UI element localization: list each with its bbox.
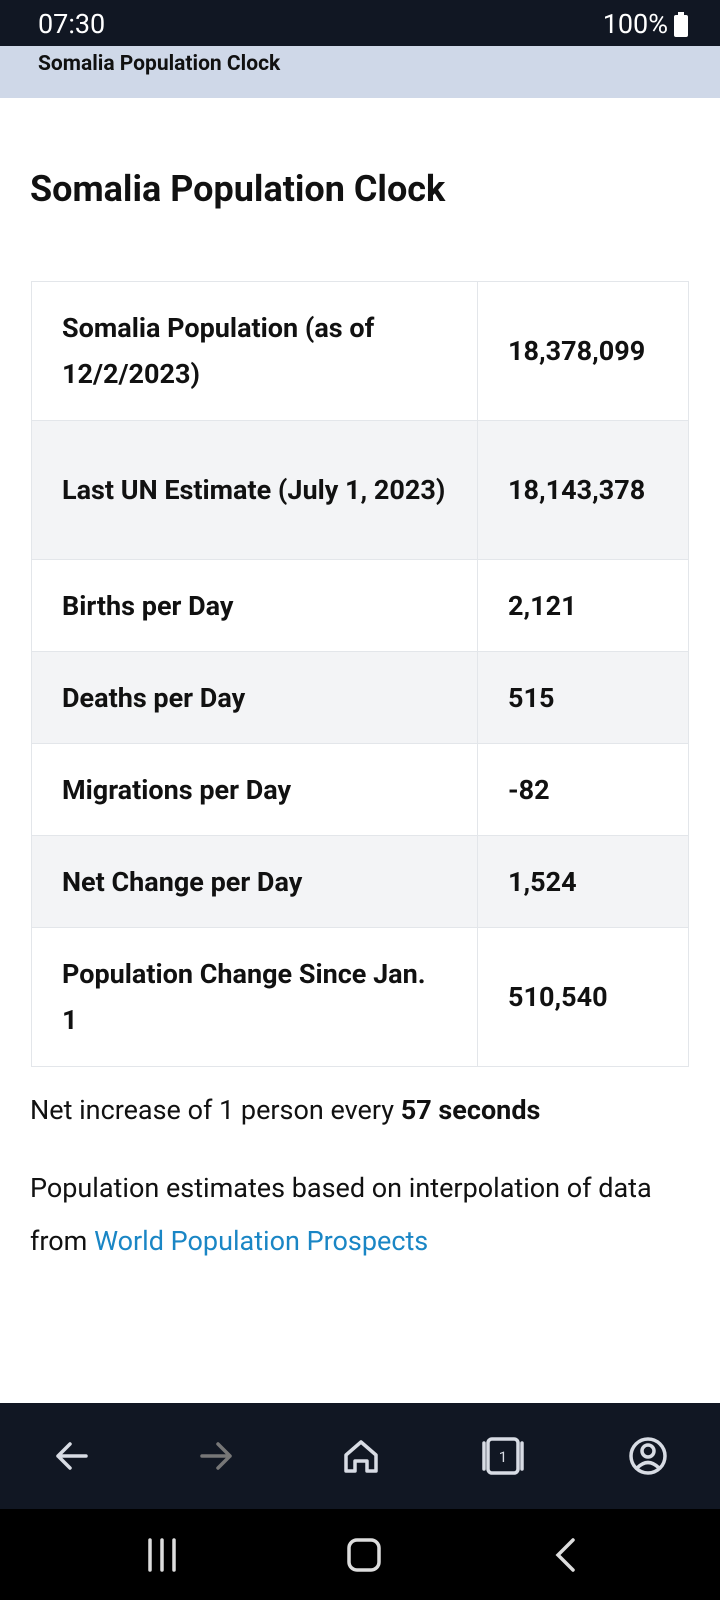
rate-value: 57 seconds — [400, 1094, 541, 1126]
clock: 07:30 — [38, 8, 106, 40]
table-row: Deaths per Day 515 — [31, 651, 689, 744]
home-nav-button[interactable] — [347, 1538, 381, 1572]
row-label: Population Change Since Jan. 1 — [31, 927, 478, 1067]
header-title: Somalia Population Clock — [38, 52, 281, 76]
row-value: 2,121 — [477, 559, 689, 652]
row-label: Deaths per Day — [31, 651, 478, 744]
population-table: Somalia Population (as of 12/2/2023) 18,3… — [31, 281, 689, 1067]
back-button[interactable] — [56, 1442, 88, 1470]
row-label: Births per Day — [31, 559, 478, 652]
tab-count: 1 — [499, 1448, 507, 1466]
row-label: Somalia Population (as of 12/2/2023) — [31, 281, 478, 421]
table-row: Births per Day 2,121 — [31, 559, 689, 652]
row-value: 18,378,099 — [477, 281, 689, 421]
account-button[interactable] — [629, 1437, 667, 1475]
rate-note: Net increase of 1 person every 57 second… — [30, 1084, 670, 1137]
heading: Somalia Population Clock — [30, 168, 446, 210]
home-button[interactable] — [344, 1440, 378, 1473]
status-bar: 07:30 100% — [0, 0, 720, 46]
browser-icons: 1 — [56, 1437, 667, 1475]
row-label: Migrations per Day — [31, 743, 478, 836]
table-row: Somalia Population (as of 12/2/2023) 18,3… — [31, 281, 689, 421]
system-icons — [148, 1538, 575, 1572]
page-header: Somalia Population Clock — [0, 46, 720, 98]
table-row: Net Change per Day 1,524 — [31, 835, 689, 928]
battery-level: 100% — [602, 8, 668, 40]
row-value: 18,143,378 — [477, 420, 689, 560]
row-value: 510,540 — [477, 927, 689, 1067]
rate-text: Net increase of 1 person every — [30, 1094, 395, 1126]
row-value: 515 — [477, 651, 689, 744]
system-nav — [0, 1509, 720, 1600]
table-row: Population Change Since Jan. 1 510,540 — [31, 927, 689, 1067]
table-row: Migrations per Day -82 — [31, 743, 689, 836]
row-label: Last UN Estimate (July 1, 2023) — [31, 420, 478, 560]
browser-bar: 1 — [0, 1403, 720, 1509]
content: Somalia Population Clock Somalia Populat… — [0, 98, 720, 1403]
battery-icon — [674, 12, 688, 37]
back-nav-button[interactable] — [555, 1538, 575, 1572]
row-value: 1,524 — [477, 835, 689, 928]
row-value: -82 — [477, 743, 689, 836]
tabs-button[interactable] — [482, 1437, 524, 1475]
source-note: Population estimates based on interpolat… — [30, 1162, 670, 1268]
recents-button[interactable] — [148, 1538, 176, 1572]
table-row: Last UN Estimate (July 1, 2023) 18,143,37… — [31, 420, 689, 560]
source-link[interactable]: World Population Prospects — [94, 1225, 429, 1257]
row-label: Net Change per Day — [31, 835, 478, 928]
source-text: Population estimates based on interpolat… — [30, 1172, 652, 1257]
forward-button — [200, 1442, 232, 1470]
